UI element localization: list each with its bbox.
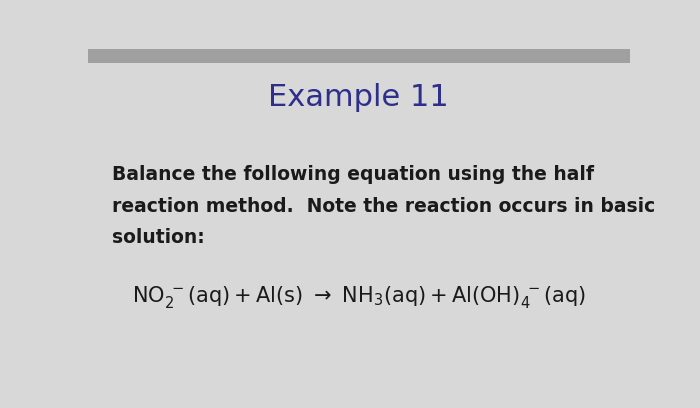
Text: reaction method.  Note the reaction occurs in basic: reaction method. Note the reaction occur… [112, 197, 655, 215]
Bar [88, 49, 630, 63]
Text: Example 11: Example 11 [268, 83, 449, 112]
Text: $\mathsf{NO_2^{\ -}(aq) + Al(s)\ \rightarrow\ NH_3(aq) + Al(OH)_4^{\ -}(aq)}$: $\mathsf{NO_2^{\ -}(aq) + Al(s)\ \righta… [132, 284, 586, 310]
Text: solution:: solution: [112, 228, 204, 247]
Text: Balance the following equation using the half: Balance the following equation using the… [112, 165, 594, 184]
